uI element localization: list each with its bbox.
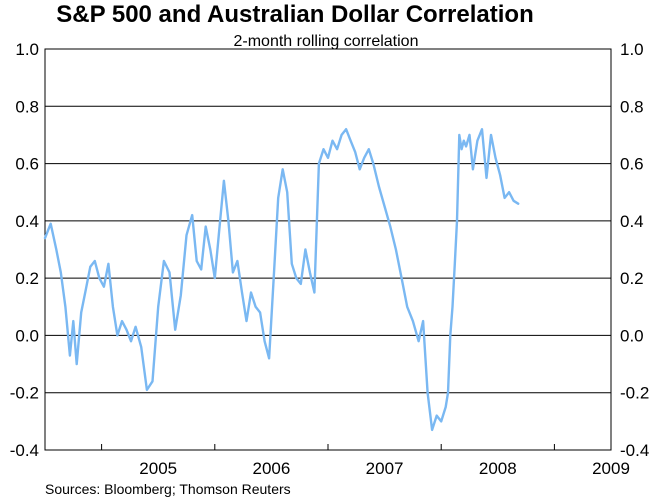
y-tick-label-left: -0.2	[10, 384, 39, 403]
y-tick-label-left: 0.8	[15, 97, 39, 116]
y-tick-label-right: 0.2	[620, 269, 644, 288]
gridlines	[45, 105, 611, 394]
y-axis-right: 1.0 0.8 0.6 0.4 0.2 0.0 -0.2 -0.4	[620, 40, 649, 460]
y-tick-label-left: 0.2	[15, 269, 39, 288]
y-tick-label-right: -0.4	[620, 441, 649, 460]
y-tick-label-right: 0.8	[620, 97, 644, 116]
source-note: Sources: Bloomberg; Thomson Reuters	[45, 481, 291, 497]
x-axis: 2005 2006 2007 2008 2009	[101, 444, 630, 478]
y-tick-label-right: 0.6	[620, 155, 644, 174]
y-tick-label-right: 1.0	[620, 40, 644, 59]
chart-subtitle: 2-month rolling correlation	[234, 33, 419, 50]
y-tick-label-right: 0.4	[620, 212, 644, 231]
x-tick-label: 2007	[366, 459, 404, 478]
y-tick-label-left: 0.6	[15, 155, 39, 174]
y-tick-label-right: -0.2	[620, 384, 649, 403]
y-tick-label-left: 1.0	[15, 40, 39, 59]
x-tick-label: 2009	[592, 459, 630, 478]
series-line	[43, 127, 520, 432]
y-tick-label-left: 0.0	[15, 326, 39, 345]
x-tick-label: 2008	[479, 459, 517, 478]
series-layer	[43, 127, 520, 432]
plot-area	[44, 48, 612, 451]
y-tick-label-right: 0.0	[620, 326, 644, 345]
y-tick-label-left: -0.4	[10, 441, 39, 460]
x-tick-label: 2006	[252, 459, 290, 478]
x-tick-label: 2005	[139, 459, 177, 478]
y-tick-label-left: 0.4	[15, 212, 39, 231]
chart-title: S&P 500 and Australian Dollar Correlatio…	[56, 1, 533, 28]
y-axis-left: 1.0 0.8 0.6 0.4 0.2 0.0 -0.2 -0.4	[10, 40, 39, 460]
